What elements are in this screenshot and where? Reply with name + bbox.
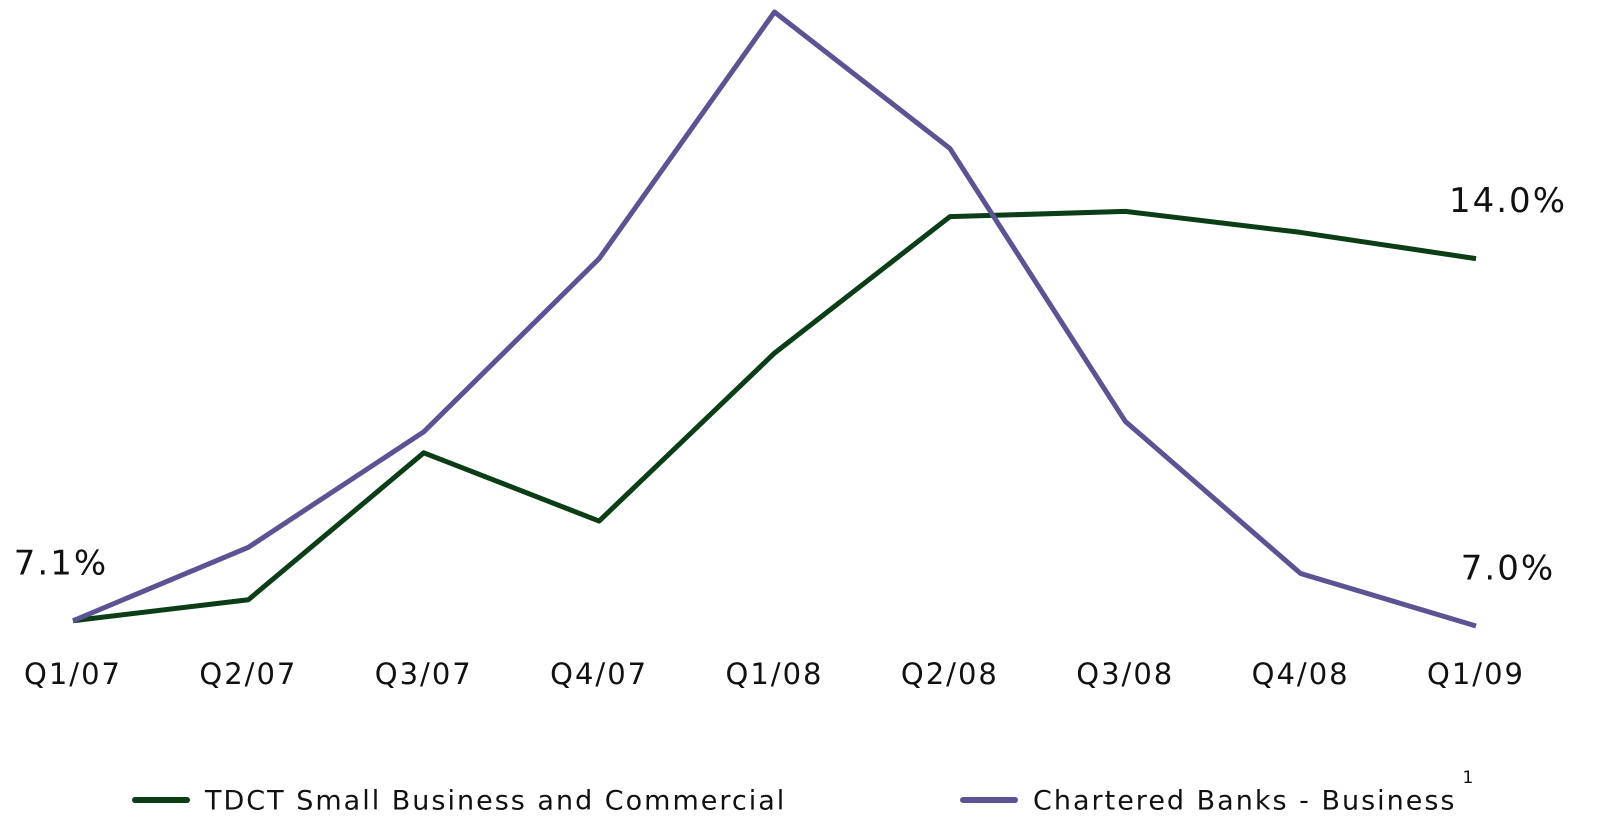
x-tick-label: Q1/07 [24,657,122,691]
x-tick-label: Q1/08 [726,657,824,691]
legend-label: TDCT Small Business and Commercial [204,786,786,817]
series-line [72,9,1477,629]
data-label: 14.0% [1449,181,1567,221]
data-label: 7.1% [14,543,108,583]
x-tick-label: Q2/08 [901,657,999,691]
x-tick-label: Q4/08 [1252,657,1350,691]
legend-footnote: 1 [1463,768,1476,788]
x-tick-label: Q1/09 [1427,657,1525,691]
x-tick-label: Q4/07 [550,657,648,691]
x-tick-label: Q2/07 [199,657,297,691]
data-label: 7.0% [1461,549,1555,589]
series-line [72,208,1477,624]
x-tick-label: Q3/08 [1076,657,1174,691]
legend-label: Chartered Banks - Business [1033,786,1457,817]
x-tick-label: Q3/07 [375,657,473,691]
